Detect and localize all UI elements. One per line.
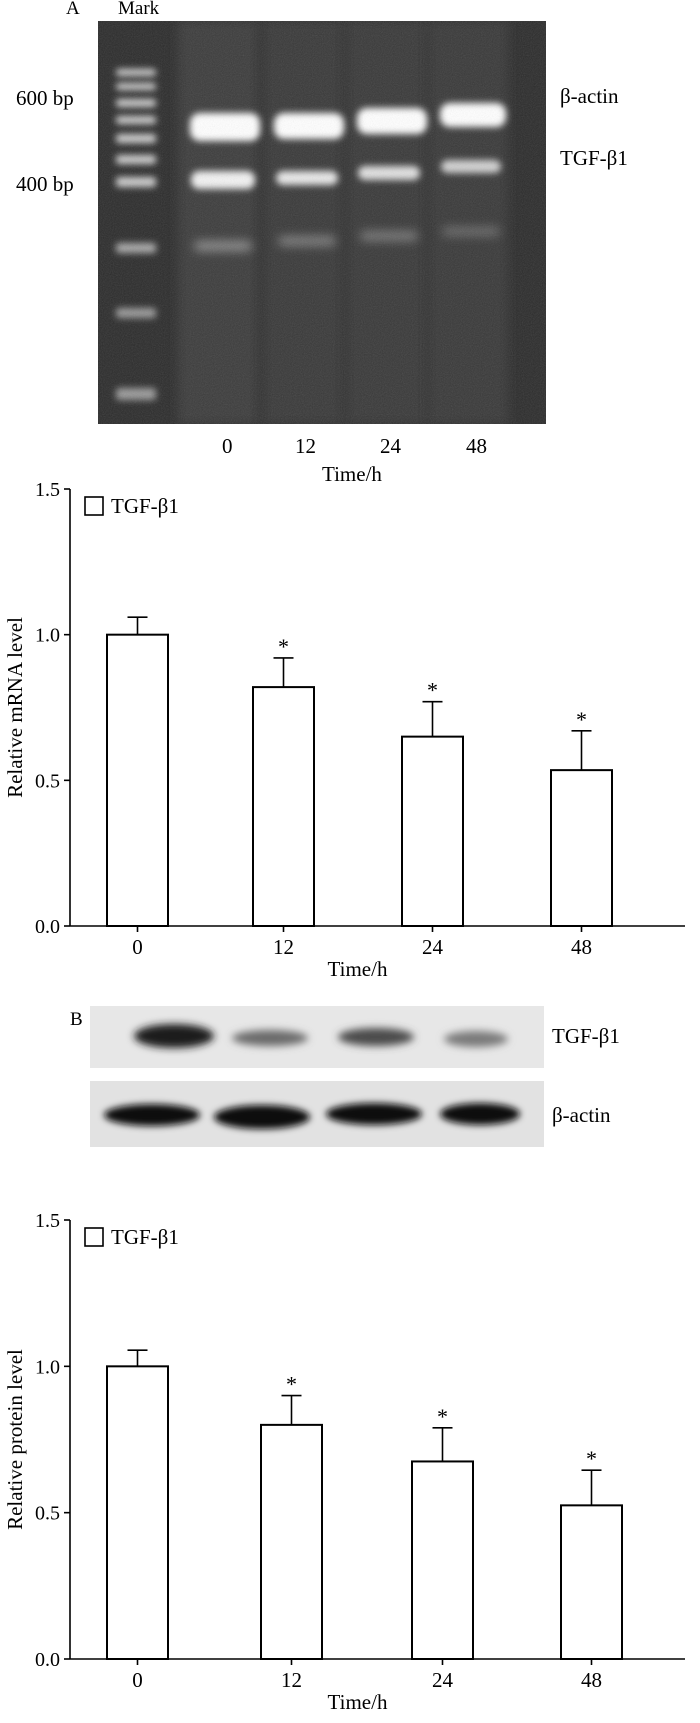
significance-marker: * bbox=[427, 678, 438, 703]
y-tick-label: 1.0 bbox=[35, 1356, 60, 1378]
legend-swatch bbox=[84, 496, 104, 516]
band-label-beta-actin: β-actin bbox=[560, 84, 619, 108]
x-axis-label: Time/h bbox=[328, 957, 388, 981]
bar bbox=[106, 633, 169, 928]
size-label-400bp: 400 bp bbox=[16, 172, 74, 196]
significance-marker: * bbox=[586, 1446, 597, 1471]
bar bbox=[560, 1504, 623, 1660]
x-tick-label: 0 bbox=[132, 1668, 143, 1692]
legend-label: TGF-β1 bbox=[111, 1225, 179, 1249]
bar bbox=[411, 1460, 474, 1660]
bar bbox=[106, 1365, 169, 1661]
legend-swatch bbox=[84, 1227, 104, 1247]
panel-b-label: B bbox=[70, 1009, 83, 1030]
bar bbox=[401, 735, 464, 928]
panel-a-label: A bbox=[66, 0, 80, 19]
significance-marker: * bbox=[286, 1372, 297, 1397]
bar bbox=[252, 686, 315, 928]
marker-lane-label: Mark bbox=[118, 0, 160, 19]
gel-lane-label: 12 bbox=[295, 434, 316, 458]
gel-lane-label: 0 bbox=[222, 434, 233, 458]
x-tick-label: 48 bbox=[581, 1668, 602, 1692]
x-axis-label: Time/h bbox=[328, 1690, 388, 1714]
y-axis-label: Relative mRNA level bbox=[3, 617, 27, 798]
gel-lane-label: 48 bbox=[466, 434, 487, 458]
significance-marker: * bbox=[278, 634, 289, 659]
y-tick-label: 1.0 bbox=[35, 625, 60, 647]
band-label-tgf-beta1: TGF-β1 bbox=[560, 146, 628, 170]
blot-label-beta-actin: β-actin bbox=[552, 1103, 611, 1127]
gel-lane-label: 24 bbox=[380, 434, 401, 458]
western-blot-tgf-beta1 bbox=[90, 1006, 544, 1068]
bar bbox=[260, 1423, 323, 1661]
gel-bands bbox=[98, 21, 546, 424]
y-axis-label: Relative protein level bbox=[3, 1349, 27, 1530]
significance-marker: * bbox=[437, 1404, 448, 1429]
legend-label: TGF-β1 bbox=[111, 494, 179, 518]
x-tick-label: 0 bbox=[132, 935, 143, 959]
size-label-600bp: 600 bp bbox=[16, 86, 74, 110]
x-tick-label: 48 bbox=[571, 935, 592, 959]
y-tick-label: 0.5 bbox=[35, 770, 60, 792]
agarose-gel-image bbox=[98, 21, 546, 424]
y-tick-label: 1.5 bbox=[35, 1210, 60, 1232]
blot-label-tgf-beta1: TGF-β1 bbox=[552, 1024, 620, 1048]
x-tick-label: 12 bbox=[273, 935, 294, 959]
significance-marker: * bbox=[576, 707, 587, 732]
bar bbox=[550, 769, 613, 927]
y-tick-label: 0.5 bbox=[35, 1503, 60, 1525]
x-tick-label: 12 bbox=[281, 1668, 302, 1692]
y-tick-label: 0.0 bbox=[35, 1649, 60, 1671]
western-blot-beta-actin bbox=[90, 1081, 544, 1147]
x-tick-label: 24 bbox=[422, 935, 444, 959]
gel-x-axis-label: Time/h bbox=[322, 462, 382, 486]
x-tick-label: 24 bbox=[432, 1668, 454, 1692]
y-tick-label: 1.5 bbox=[35, 479, 60, 501]
y-tick-label: 0.0 bbox=[35, 916, 60, 938]
